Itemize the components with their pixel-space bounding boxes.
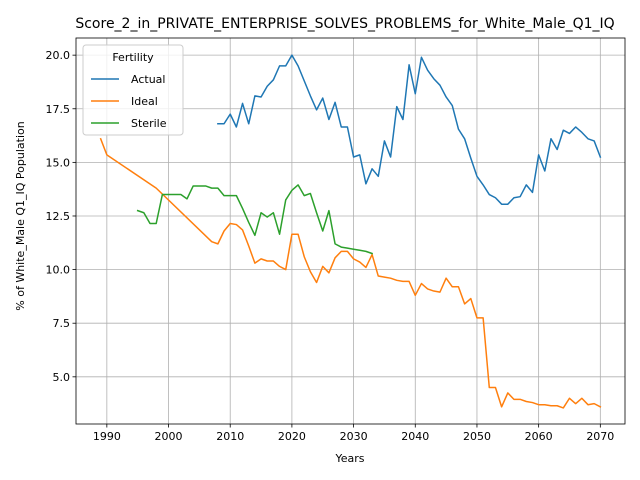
x-tick-label: 2070 xyxy=(586,430,614,443)
x-tick-label: 2000 xyxy=(155,430,183,443)
series-line-sterile xyxy=(136,184,374,255)
x-axis-label: Years xyxy=(334,452,364,465)
y-tick-label: 5.0 xyxy=(53,371,71,384)
y-tick-label: 17.5 xyxy=(46,103,71,116)
y-tick-label: 20.0 xyxy=(46,49,71,62)
x-tick-label: 2050 xyxy=(463,430,491,443)
legend-label-ideal: Ideal xyxy=(131,95,158,108)
legend-label-actual: Actual xyxy=(131,73,165,86)
y-tick-label: 10.0 xyxy=(46,264,71,277)
x-axis-ticks: 1990 2000 2010 2020 2030 2040 2050 2060 2070 xyxy=(93,424,614,443)
series-line-actual xyxy=(217,54,602,205)
legend-title: Fertility xyxy=(112,51,154,64)
legend: Fertility Actual Ideal Sterile xyxy=(82,44,184,136)
y-tick-label: 12.5 xyxy=(46,210,71,223)
y-tick-label: 7.5 xyxy=(53,317,71,330)
x-tick-label: 2030 xyxy=(340,430,368,443)
grid-lines xyxy=(76,38,625,424)
legend-label-sterile: Sterile xyxy=(131,117,167,130)
y-axis-ticks: 5.0 7.5 10.0 12.5 15.0 17.5 20.0 xyxy=(46,49,76,384)
chart-title: Score_2_in_PRIVATE_ENTERPRISE_SOLVES_PRO… xyxy=(75,16,614,32)
x-tick-label: 2010 xyxy=(216,430,244,443)
plot-frame xyxy=(75,37,626,425)
x-tick-label: 2060 xyxy=(525,430,553,443)
x-tick-label: 1990 xyxy=(93,430,121,443)
series-line-ideal xyxy=(99,137,602,409)
x-tick-label: 2020 xyxy=(278,430,306,443)
y-axis-label: % of White_Male Q1_IQ Population xyxy=(14,121,27,310)
legend-box xyxy=(82,44,184,136)
y-tick-label: 15.0 xyxy=(46,156,71,169)
x-tick-label: 2040 xyxy=(401,430,429,443)
series-layer xyxy=(99,54,602,409)
